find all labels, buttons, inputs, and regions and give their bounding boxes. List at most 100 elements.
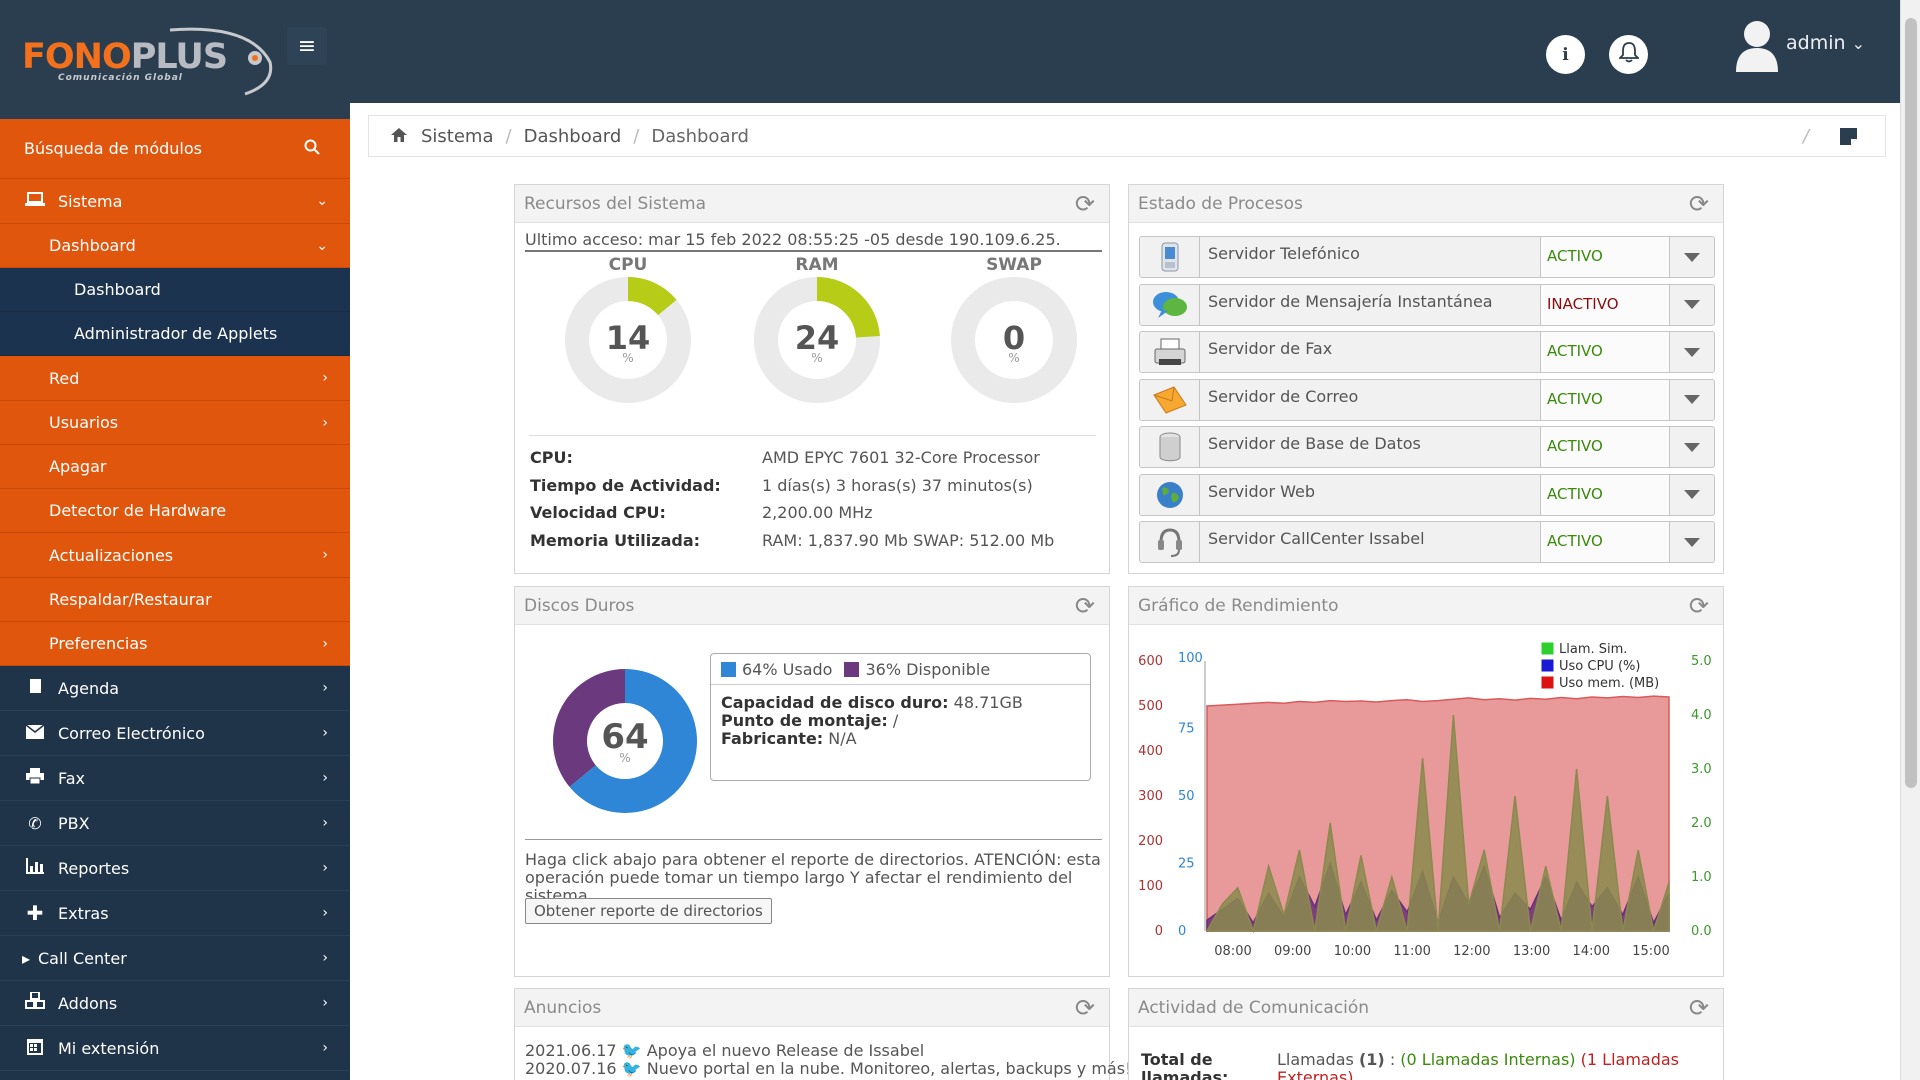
performance-chart-panel: Gráfico de Rendimiento ⟳ 0 100 200 300 400 50… (1128, 586, 1724, 977)
tick-label: 13:00 (1513, 944, 1550, 959)
home-icon[interactable] (391, 126, 407, 147)
process-row: Servidor Telefónico ACTIVO (1139, 236, 1715, 278)
refresh-icon[interactable]: ⟳ (1074, 994, 1095, 1022)
sidebar-item-hardware[interactable]: Detector de Hardware (0, 489, 350, 533)
process-name: Servidor Telefónico (1208, 244, 1360, 263)
sidebar-item-dashboard[interactable]: Dashboard (0, 268, 350, 312)
envelope-icon (24, 723, 46, 743)
topbar: ℹ admin ⌄ (350, 0, 1900, 103)
chevron-right-icon: › (322, 680, 328, 696)
refresh-icon[interactable]: ⟳ (1688, 592, 1709, 620)
search-icon[interactable] (304, 139, 320, 159)
tick-label: 400 (1138, 744, 1163, 759)
sidebar-item-callcenter[interactable]: ▸ Call Center › (0, 936, 350, 981)
chat-bubbles-icon (1140, 284, 1200, 325)
chevron-right-icon: › (322, 370, 328, 386)
tick-label: 12:00 (1453, 944, 1490, 959)
user-menu[interactable]: admin ⌄ (1786, 32, 1865, 54)
sidebar-item-agenda[interactable]: Agenda › (0, 666, 350, 711)
sidebar-item-mi-extension[interactable]: Mi extensión › (0, 1026, 350, 1071)
directory-report-note: Haga click abajo para obtener el reporte… (525, 850, 1101, 905)
process-actions-dropdown[interactable] (1670, 237, 1714, 277)
sidebar-item-red[interactable]: Red › (0, 356, 350, 401)
breadcrumb-item[interactable]: Sistema (421, 125, 494, 147)
process-actions-dropdown[interactable] (1670, 522, 1714, 562)
sidebar-item-dashboard-group[interactable]: Dashboard ⌄ (0, 224, 350, 268)
legend-swatch (1540, 675, 1555, 690)
mail-icon (1140, 379, 1200, 420)
scrollbar-thumb[interactable] (1905, 18, 1917, 788)
sidebar-item-label: Addons (58, 993, 118, 1013)
system-resources-panel: Recursos del Sistema ⟳ Ultimo acceso: ma… (514, 184, 1110, 574)
menu-toggle-button[interactable]: ≡ (287, 27, 327, 65)
caret-down-icon (1684, 490, 1700, 499)
tick-label: 3.0 (1691, 762, 1712, 777)
hamburger-icon: ≡ (297, 33, 317, 59)
sidebar-item-usuarios[interactable]: Usuarios › (0, 401, 350, 445)
process-actions-dropdown[interactable] (1670, 285, 1714, 325)
legend-swatch (1540, 641, 1555, 656)
detail-value: 1 días(s) 3 horas(s) 37 minutos(s) (762, 476, 1033, 495)
process-status: ACTIVO (1540, 427, 1670, 467)
refresh-icon[interactable]: ⟳ (1688, 190, 1709, 218)
sidebar-item-apagar[interactable]: Apagar (0, 445, 350, 489)
caret-down-icon (1684, 442, 1700, 452)
module-search[interactable]: Búsqueda de módulos (0, 119, 350, 179)
resource-gauges (565, 277, 1077, 403)
disk-maker: Fabricante: N/A (721, 729, 857, 748)
caret-down-icon (1684, 300, 1700, 309)
process-actions-dropdown[interactable] (1670, 380, 1714, 420)
sidebar-item-respaldar[interactable]: Respaldar/Restaurar (0, 578, 350, 622)
gauge-value: 24% (794, 319, 840, 365)
process-status: ACTIVO (1540, 522, 1670, 562)
disk-capacity: Capacidad de disco duro: 48.71GB (721, 693, 1023, 712)
tick-label: 08:00 (1214, 944, 1251, 959)
process-actions-dropdown[interactable] (1670, 332, 1714, 372)
sidebar-item-reportes[interactable]: Reportes › (0, 846, 350, 891)
disk-mount: Punto de montaje: / (721, 711, 899, 730)
sidebar-item-pbx[interactable]: ✆ PBX › (0, 801, 350, 846)
breadcrumb-item[interactable]: Dashboard (523, 125, 622, 147)
announcement-item[interactable]: 2021.06.17 🐦 Apoya el nuevo Release de I… (525, 1041, 925, 1060)
caret-down-icon (1684, 252, 1700, 262)
gauge-value: 14% (605, 319, 651, 365)
info-button[interactable]: ℹ (1546, 35, 1585, 74)
process-status: ACTIVO (1540, 379, 1670, 420)
page-scrollbar[interactable] (1900, 0, 1920, 1080)
sidebar-item-sistema[interactable]: Sistema ⌄ (0, 179, 350, 224)
sidebar-item-extras[interactable]: ✚ Extras › (0, 891, 350, 936)
book-icon (24, 678, 46, 698)
sidebar-item-addons[interactable]: Addons › (0, 981, 350, 1026)
notifications-button[interactable] (1609, 35, 1648, 74)
sidebar-item-label: Preferencias (49, 634, 148, 653)
process-name: Servidor de Mensajería Instantánea (1208, 291, 1493, 311)
refresh-icon[interactable]: ⟳ (1074, 592, 1095, 620)
chevron-right-icon: › (322, 547, 328, 563)
panel-title: Actividad de Comunicación (1138, 997, 1370, 1018)
announcement-item[interactable]: 2020.07.16 🐦 Nuevo portal en la nube. Mo… (525, 1059, 1138, 1078)
brand-logo[interactable]: FONOPLUS Comunicación Global (20, 22, 275, 98)
user-avatar[interactable] (1734, 18, 1780, 72)
phone-server-icon (1140, 237, 1200, 277)
chevron-right-icon: › (322, 1040, 328, 1056)
panel-title: Discos Duros (524, 595, 635, 616)
process-actions-dropdown[interactable] (1670, 427, 1714, 467)
refresh-icon[interactable]: ⟳ (1688, 994, 1709, 1022)
sidebar-item-applets[interactable]: Administrador de Applets (0, 312, 350, 356)
sidebar-item-label: Administrador de Applets (74, 324, 278, 343)
legend-swatch (1540, 658, 1555, 673)
sidebar-item-fax[interactable]: Fax › (0, 756, 350, 801)
chevron-right-icon: › (322, 635, 328, 652)
tick-label: 0 (1155, 924, 1163, 939)
detail-value: 2,200.00 MHz (762, 503, 873, 522)
directory-report-button[interactable]: Obtener reporte de directorios (525, 898, 772, 924)
sidebar-item-preferencias[interactable]: Preferencias › (0, 622, 350, 666)
sidebar-item-actualizaciones[interactable]: Actualizaciones › (0, 533, 350, 578)
sidebar-item-label: Actualizaciones (49, 545, 174, 565)
sticky-note-icon[interactable] (1840, 128, 1857, 150)
refresh-icon[interactable]: ⟳ (1074, 190, 1095, 218)
process-status: ACTIVO (1540, 332, 1670, 372)
bar-chart-icon (24, 858, 46, 878)
sidebar-item-correo[interactable]: Correo Electrónico › (0, 711, 350, 756)
process-actions-dropdown[interactable] (1670, 475, 1714, 515)
